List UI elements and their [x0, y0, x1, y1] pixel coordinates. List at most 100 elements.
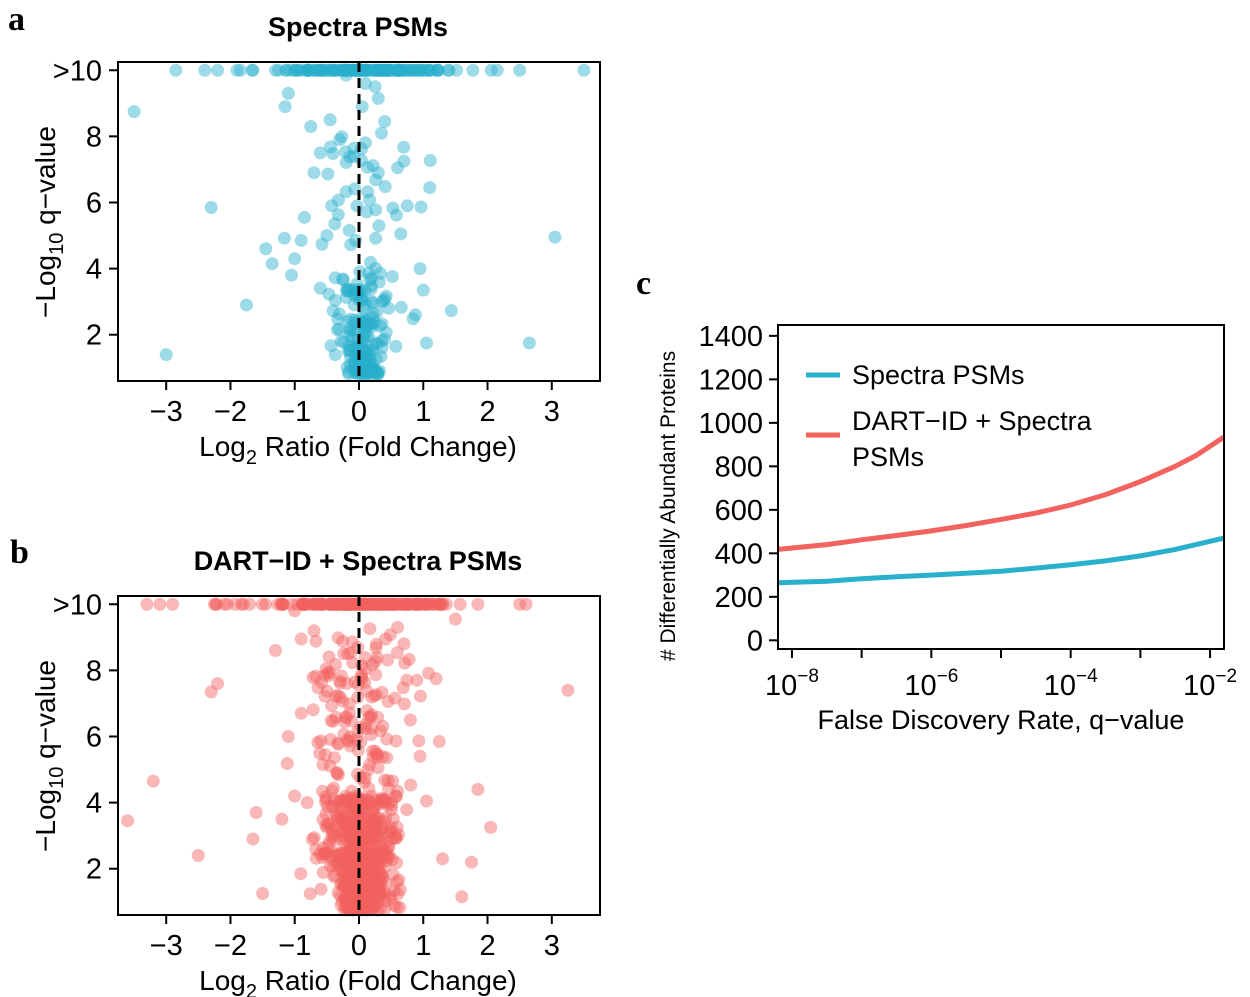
scatter-point — [344, 797, 358, 811]
scatter-point — [377, 885, 391, 899]
scatter-point — [371, 166, 385, 180]
scatter-point — [377, 63, 391, 77]
scatter-point — [311, 63, 325, 77]
scatter-point — [331, 814, 344, 828]
scatter-point — [373, 888, 387, 902]
scatter-point — [390, 597, 404, 611]
scatter-point — [381, 597, 394, 611]
scatter-point — [363, 863, 377, 877]
scatter-point — [346, 902, 360, 916]
scatter-point — [413, 262, 427, 276]
scatter-point — [339, 816, 353, 830]
scatter-point — [420, 794, 433, 808]
scatter-point — [369, 637, 383, 651]
scatter-point — [368, 811, 382, 825]
scatter-point — [337, 829, 351, 843]
scatter-point — [308, 63, 322, 77]
scatter-point — [380, 597, 394, 611]
scatter-point — [371, 91, 385, 105]
scatter-point — [358, 136, 372, 150]
scatter-point — [364, 708, 378, 722]
panel-b-points — [121, 597, 575, 917]
scatter-point — [347, 323, 361, 337]
scatter-point — [361, 367, 375, 381]
scatter-point — [369, 881, 383, 895]
scatter-point — [336, 812, 350, 826]
panel-a-y-axis-label-main: −Log — [30, 255, 61, 318]
scatter-point — [327, 781, 341, 795]
scatter-point — [391, 887, 405, 901]
scatter-point — [378, 63, 392, 77]
scatter-point — [321, 846, 335, 860]
scatter-point — [169, 63, 183, 77]
scatter-point — [341, 597, 355, 611]
scatter-point — [209, 597, 223, 611]
scatter-point — [354, 899, 368, 913]
scatter-point — [350, 846, 364, 860]
scatter-point — [362, 63, 376, 77]
scatter-point — [345, 332, 359, 346]
scatter-point — [395, 597, 409, 611]
scatter-point — [311, 736, 325, 749]
scatter-point — [329, 820, 343, 834]
scatter-point — [342, 855, 355, 869]
y-tick-label: 8 — [86, 121, 102, 153]
scatter-point — [321, 597, 335, 611]
scatter-point — [297, 597, 311, 611]
scatter-point — [441, 63, 455, 77]
scatter-point — [357, 856, 371, 870]
scatter-point — [351, 840, 365, 854]
scatter-point — [353, 792, 367, 806]
scatter-point — [364, 902, 378, 916]
scatter-point — [319, 790, 333, 804]
scatter-point — [391, 620, 405, 634]
scatter-point — [368, 364, 382, 378]
scatter-point — [346, 63, 360, 77]
scatter-point — [343, 328, 357, 342]
scatter-point — [365, 658, 379, 672]
scatter-point — [366, 872, 380, 886]
scatter-point — [322, 597, 336, 611]
scatter-point — [393, 901, 407, 915]
scatter-point — [369, 688, 383, 702]
scatter-point — [316, 758, 330, 771]
scatter-point — [370, 597, 384, 611]
scatter-point — [371, 824, 385, 838]
scatter-point — [375, 341, 389, 354]
scatter-point — [350, 805, 364, 819]
scatter-point — [420, 597, 434, 611]
scatter-point — [384, 821, 398, 835]
scatter-point — [397, 154, 411, 168]
scatter-point — [369, 597, 382, 611]
panel-c-legend: Spectra PSMs DART−ID + Spectra PSMs — [806, 360, 1093, 472]
scatter-point — [368, 597, 381, 611]
scatter-point — [366, 311, 380, 325]
scatter-point — [374, 349, 388, 363]
scatter-point — [370, 851, 384, 865]
scatter-point — [362, 330, 376, 344]
scatter-point — [360, 597, 374, 611]
scatter-point — [337, 863, 351, 877]
scatter-point — [358, 597, 372, 611]
scatter-point — [360, 901, 373, 915]
scatter-point — [363, 758, 377, 772]
scatter-point — [327, 828, 341, 842]
scatter-point — [285, 597, 299, 611]
scatter-point — [336, 272, 350, 286]
scatter-point — [330, 766, 344, 780]
scatter-point — [330, 597, 344, 611]
scatter-point — [346, 900, 360, 913]
panel-a-x-axis-label-rest: Ratio (Fold Change) — [257, 431, 517, 462]
scatter-point — [360, 351, 374, 365]
scatter-point — [294, 867, 308, 881]
scatter-point — [363, 358, 377, 372]
scatter-point — [343, 597, 357, 611]
scatter-point — [364, 821, 378, 835]
scatter-point — [288, 252, 302, 266]
scatter-point — [380, 63, 394, 77]
scatter-point — [360, 870, 374, 884]
scatter-point — [338, 878, 352, 892]
scatter-point — [364, 871, 378, 885]
scatter-point — [403, 63, 416, 77]
